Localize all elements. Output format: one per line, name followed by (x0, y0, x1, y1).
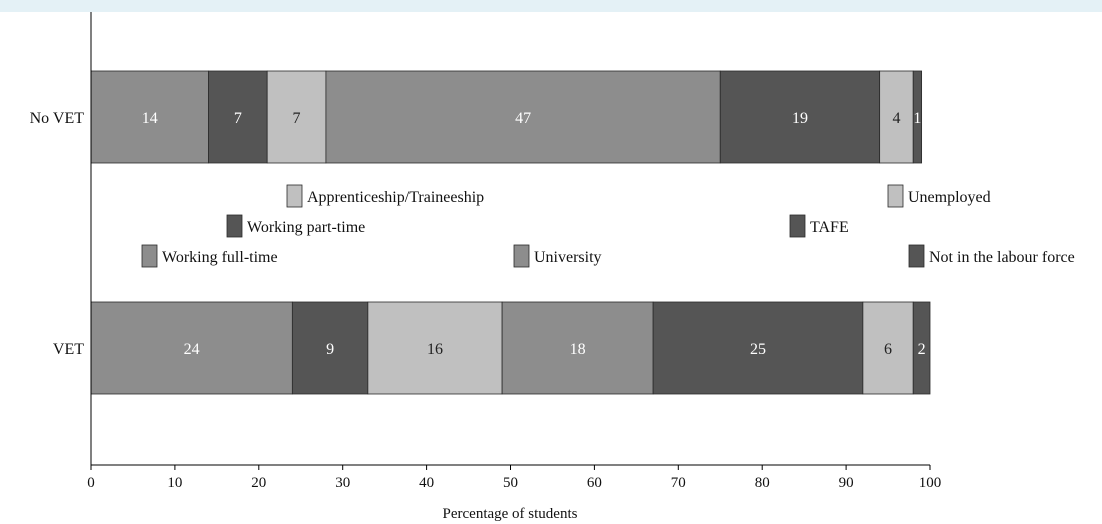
legend-swatch-working-full-time (141, 244, 158, 268)
legend-label-working-full-time: Working full-time (162, 249, 278, 266)
data-label: 16 (427, 341, 443, 358)
data-label: 18 (570, 341, 586, 358)
bar-segment-apprenticeship-traineeship (266, 70, 327, 164)
bar-segment-working-part-time (291, 301, 369, 395)
legend-label-tafe: TAFE (810, 219, 849, 236)
x-tick-label: 80 (755, 475, 770, 491)
data-label: 47 (515, 110, 531, 127)
bar-segment-university (325, 70, 721, 164)
bar-segment-tafe (652, 301, 864, 395)
bar-segment-university (501, 301, 654, 395)
legend-swatch-unemployed (887, 184, 904, 208)
bar-segment-unemployed (879, 70, 914, 164)
x-tick-label: 60 (587, 475, 602, 491)
data-label: 14 (142, 110, 158, 127)
legend-swatch-apprenticeship-traineeship (286, 184, 303, 208)
bar-segment-not-in-the-labour-force (912, 301, 931, 395)
data-label: 1 (913, 110, 921, 127)
x-tick-label: 20 (251, 475, 266, 491)
legend-label-not-in-the-labour-force: Not in the labour force (929, 249, 1075, 266)
category-label: No VET (30, 110, 85, 127)
legend-label-working-part-time: Working part-time (247, 219, 365, 236)
legend-label-unemployed: Unemployed (908, 189, 991, 206)
data-label: 9 (326, 341, 334, 358)
x-ticks: 0 10 20 30 40 50 60 70 80 90 100 (87, 465, 941, 491)
x-tick-label: 90 (839, 475, 854, 491)
bar-segment-apprenticeship-traineeship (367, 301, 503, 395)
legend-label-apprenticeship-traineeship: Apprenticeship/Traineeship (307, 189, 484, 206)
x-tick-label: 70 (671, 475, 686, 491)
data-label: 7 (293, 110, 301, 127)
bar-segment-tafe (719, 70, 881, 164)
legend-swatch-tafe (789, 214, 806, 238)
data-label: 2 (918, 341, 926, 358)
category-labels: No VET VET (30, 110, 85, 358)
x-tick-label: 0 (87, 475, 95, 491)
x-tick-label: 100 (919, 475, 942, 491)
legend-swatch-university (513, 244, 530, 268)
data-label: 19 (792, 110, 808, 127)
data-label: 7 (234, 110, 242, 127)
category-label: VET (53, 341, 84, 358)
legend: Apprenticeship/Traineeship Working part-t… (141, 184, 1075, 268)
legend-swatch-working-part-time (226, 214, 243, 238)
bar-segment-unemployed (862, 301, 914, 395)
top-band (0, 0, 1102, 12)
bars-layer: 14 7 7 47 19 4 1 24 9 16 18 25 6 2 (90, 70, 931, 395)
legend-swatch-not-in-the-labour-force (908, 244, 925, 268)
x-tick-label: 30 (335, 475, 350, 491)
data-label: 25 (750, 341, 766, 358)
x-axis-label: Percentage of students (443, 506, 578, 522)
bar-segment-not-in-the-labour-force (912, 70, 923, 164)
data-label: 6 (884, 341, 892, 358)
x-tick-label: 40 (419, 475, 434, 491)
x-tick-label: 10 (167, 475, 182, 491)
data-label: 4 (892, 110, 900, 127)
data-label: 24 (184, 341, 200, 358)
x-tick-label: 50 (503, 475, 518, 491)
legend-label-university: University (534, 249, 602, 266)
